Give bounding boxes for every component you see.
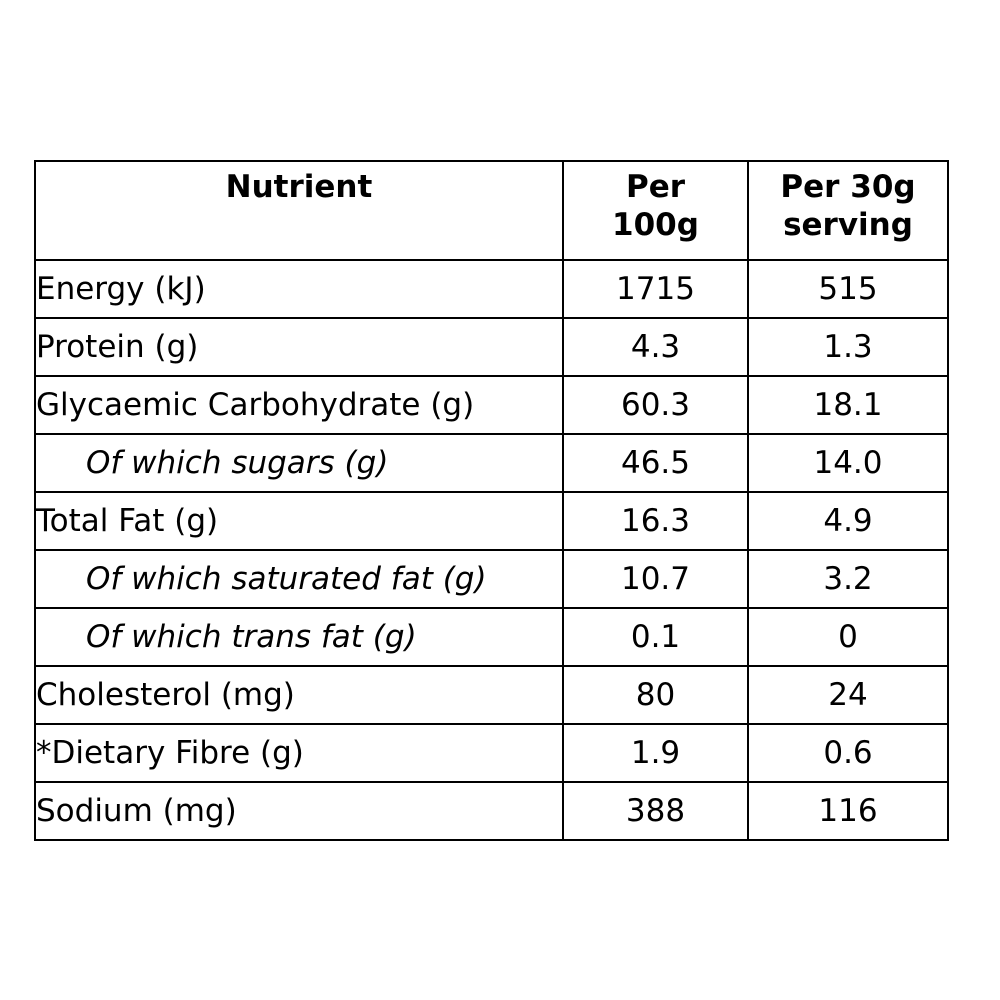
per-serving-value: 0.6 [747, 723, 949, 783]
per-100g-value: 80 [562, 665, 749, 725]
table-row: *Dietary Fibre (g) 1.9 0.6 [34, 723, 949, 783]
per-serving-value: 3.2 [747, 549, 949, 609]
per-serving-value: 116 [747, 781, 949, 841]
per-100g-value: 10.7 [562, 549, 749, 609]
nutrient-label: Cholesterol (mg) [34, 665, 564, 725]
nutrient-label: *Dietary Fibre (g) [34, 723, 564, 783]
per-100g-value: 4.3 [562, 317, 749, 377]
table-row: Glycaemic Carbohydrate (g) 60.3 18.1 [34, 375, 949, 435]
per-100g-value: 388 [562, 781, 749, 841]
table-row: Cholesterol (mg) 80 24 [34, 665, 949, 725]
header-per-100g-line2: 100g [612, 207, 699, 243]
table-row: Protein (g) 4.3 1.3 [34, 317, 949, 377]
per-100g-value: 0.1 [562, 607, 749, 667]
header-per-serving: Per 30g serving [747, 160, 949, 261]
nutrient-label: Glycaemic Carbohydrate (g) [34, 375, 564, 435]
table-row: Total Fat (g) 16.3 4.9 [34, 491, 949, 551]
per-serving-value: 0 [747, 607, 949, 667]
header-per-serving-line1: Per 30g [780, 169, 916, 205]
table-body: Energy (kJ) 1715 515 Protein (g) 4.3 1.3 Glyca… [34, 259, 949, 841]
per-serving-value: 515 [747, 259, 949, 319]
table-row: Sodium (mg) 388 116 [34, 781, 949, 841]
per-serving-value: 18.1 [747, 375, 949, 435]
per-serving-value: 4.9 [747, 491, 949, 551]
nutrient-label: Energy (kJ) [34, 259, 564, 319]
header-nutrient-label: Nutrient [225, 169, 373, 205]
per-100g-value: 1715 [562, 259, 749, 319]
table-header: Nutrient Per 100g Per 30g serving [34, 160, 949, 261]
header-per-serving-line2: serving [783, 207, 913, 243]
header-per-100g-line1: Per [625, 169, 686, 205]
per-100g-value: 1.9 [562, 723, 749, 783]
nutrient-label: Total Fat (g) [34, 491, 564, 551]
nutrient-label: Protein (g) [34, 317, 564, 377]
per-100g-value: 60.3 [562, 375, 749, 435]
nutrient-label: Sodium (mg) [34, 781, 564, 841]
header-nutrient: Nutrient [34, 160, 564, 261]
table-row: Of which saturated fat (g) 10.7 3.2 [34, 549, 949, 609]
nutrition-table: Nutrient Per 100g Per 30g serving Energy… [34, 160, 949, 841]
nutrient-label: Of which trans fat (g) [34, 607, 564, 667]
per-100g-value: 46.5 [562, 433, 749, 493]
table-row: Energy (kJ) 1715 515 [34, 259, 949, 319]
nutrient-label: Of which saturated fat (g) [34, 549, 564, 609]
header-row: Nutrient Per 100g Per 30g serving [34, 160, 949, 261]
nutrient-label: Of which sugars (g) [34, 433, 564, 493]
per-100g-value: 16.3 [562, 491, 749, 551]
table-row: Of which trans fat (g) 0.1 0 [34, 607, 949, 667]
per-serving-value: 14.0 [747, 433, 949, 493]
header-per-100g: Per 100g [562, 160, 749, 261]
per-serving-value: 1.3 [747, 317, 949, 377]
table-row: Of which sugars (g) 46.5 14.0 [34, 433, 949, 493]
per-serving-value: 24 [747, 665, 949, 725]
